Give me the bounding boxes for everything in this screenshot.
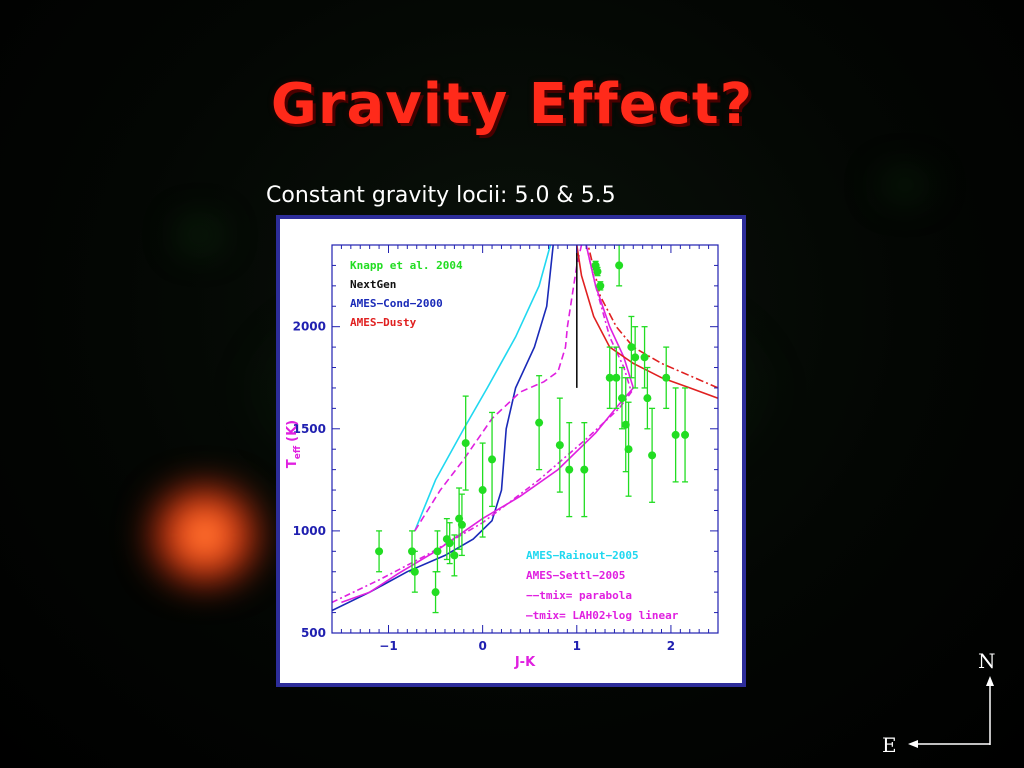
data-point-4 bbox=[433, 547, 442, 556]
curve-ames-dusty bbox=[576, 245, 718, 399]
y-axis-label-unit: (K) bbox=[285, 420, 300, 442]
slide-title: Gravity Effect? bbox=[270, 72, 754, 137]
background-red-glow bbox=[140, 485, 270, 585]
curve-ames-settl-2005-log-linear bbox=[341, 245, 635, 604]
x-tick-label: 2 bbox=[667, 639, 675, 653]
compass-north-label: N bbox=[978, 649, 996, 673]
legend-entry: AMES−Settl−2005 bbox=[526, 569, 625, 582]
plot-marks bbox=[332, 245, 718, 614]
data-point-27 bbox=[640, 353, 649, 362]
data-point-7 bbox=[450, 551, 459, 560]
legend-entry: AMES−Cond−2000 bbox=[350, 297, 443, 310]
data-point-15 bbox=[565, 465, 574, 474]
data-point-8 bbox=[455, 514, 464, 523]
data-point-16 bbox=[580, 465, 589, 474]
legend-entry: NextGen bbox=[350, 278, 396, 291]
plot-border bbox=[331, 244, 719, 634]
compass-east-arrowhead bbox=[908, 740, 918, 748]
data-point-24 bbox=[624, 445, 633, 454]
chart-frame: −1 0 1 2 500 1000 1500 2000 Knapp et al. 2004 Ne… bbox=[276, 215, 746, 687]
data-point-29 bbox=[648, 451, 657, 460]
y-tick-label: 1000 bbox=[293, 524, 326, 538]
data-point-21 bbox=[612, 373, 621, 382]
curve-ames-rainout-2005 bbox=[414, 245, 552, 532]
teff-vs-jk-chart: −1 0 1 2 500 1000 1500 2000 Knapp et al. 2004 Ne… bbox=[280, 219, 742, 683]
compass-rose: N E bbox=[882, 649, 996, 757]
y-axis-label-main: T bbox=[285, 459, 300, 468]
compass-east-label: E bbox=[882, 733, 897, 757]
data-point-30 bbox=[662, 373, 671, 382]
data-point-20 bbox=[605, 373, 614, 382]
data-point-9 bbox=[457, 520, 466, 529]
x-tick-label: 1 bbox=[573, 639, 581, 653]
data-point-25 bbox=[627, 343, 636, 352]
y-tick-label: 2000 bbox=[293, 320, 326, 334]
data-point-3 bbox=[431, 588, 440, 597]
data-point-6 bbox=[445, 539, 454, 548]
data-point-23 bbox=[621, 420, 630, 429]
data-point-13 bbox=[535, 418, 544, 427]
svg-text:Teff(K): Teff (K) bbox=[285, 420, 303, 468]
data-point-0 bbox=[375, 547, 384, 556]
data-point-31 bbox=[671, 430, 680, 439]
curve-ames-cond-2000 bbox=[332, 245, 554, 612]
data-point-11 bbox=[478, 486, 487, 495]
y-tick-label: 500 bbox=[301, 626, 326, 640]
data-point-22 bbox=[617, 394, 626, 403]
data-point-32 bbox=[681, 430, 690, 439]
background-green-glow-small bbox=[170, 215, 230, 255]
data-point-33 bbox=[615, 261, 624, 270]
legend-entry: —tmix= LAH02+log linear bbox=[526, 609, 679, 622]
data-point-18 bbox=[593, 267, 602, 276]
data-point-14 bbox=[555, 441, 564, 450]
slide-subtitle: Constant gravity locii: 5.0 & 5.5 bbox=[266, 183, 616, 208]
y-axis-label-sub: eff bbox=[293, 445, 303, 459]
data-point-28 bbox=[643, 394, 652, 403]
data-point-12 bbox=[488, 455, 497, 464]
legend-entry: AMES−Rainout−2005 bbox=[526, 549, 639, 562]
legend-top: Knapp et al. 2004 NextGen AMES−Cond−2000 AM… bbox=[350, 259, 463, 329]
data-point-10 bbox=[461, 439, 470, 448]
background-green-glow-right bbox=[870, 165, 940, 205]
curve-ames-settl-2005-dash-dot bbox=[332, 245, 633, 604]
data-point-26 bbox=[631, 353, 640, 362]
x-tick-label: −1 bbox=[379, 639, 397, 653]
curve-ames-settl-2005-parabola bbox=[414, 245, 583, 532]
data-point-2 bbox=[410, 567, 419, 576]
legend-entry: AMES−Dusty bbox=[350, 316, 417, 329]
x-tick-label: 0 bbox=[478, 639, 486, 653]
legend-entry: Knapp et al. 2004 bbox=[350, 259, 463, 272]
curve-ames-dusty-dash-dot bbox=[587, 245, 718, 389]
y-axis-label: Teff (K) bbox=[285, 420, 303, 468]
legend-entry: −−tmix= parabola bbox=[526, 589, 632, 602]
compass-north-arrowhead bbox=[986, 676, 994, 686]
plot-area bbox=[332, 245, 718, 614]
data-point-19 bbox=[596, 281, 605, 290]
y-tick-label: 1500 bbox=[293, 422, 326, 436]
axes: −1 0 1 2 500 1000 1500 2000 bbox=[293, 244, 719, 653]
legend-bottom: AMES−Rainout−2005 AMES−Settl−2005 −−tmix= … bbox=[526, 549, 679, 622]
x-axis-label: J-K bbox=[514, 655, 536, 670]
